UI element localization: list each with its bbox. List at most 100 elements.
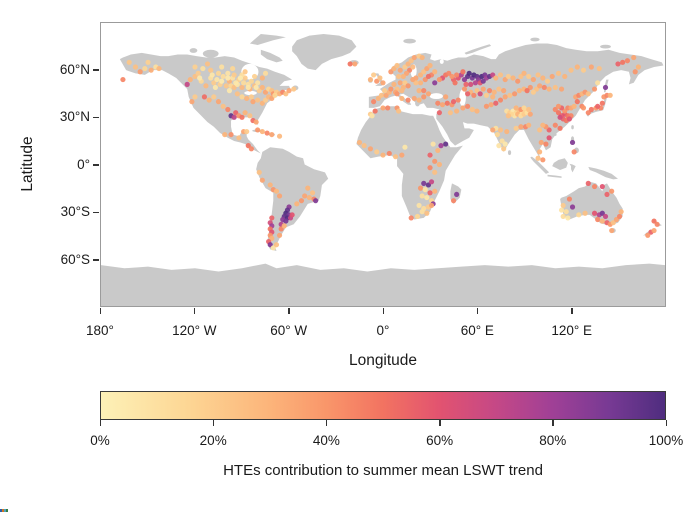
- data-point: [446, 70, 452, 76]
- data-point: [259, 177, 265, 183]
- data-point: [219, 64, 225, 70]
- landmass: [552, 158, 568, 170]
- colorbar-tick-label: 100%: [648, 433, 684, 448]
- data-point: [203, 83, 209, 89]
- x-tick-label: 60° W: [270, 323, 308, 338]
- island: [403, 38, 416, 44]
- data-point: [427, 152, 433, 158]
- landmass: [530, 156, 550, 174]
- inland-sea: [244, 90, 257, 96]
- data-point: [566, 196, 573, 202]
- data-point: [372, 108, 378, 114]
- data-point: [352, 61, 358, 67]
- data-point: [546, 86, 552, 92]
- data-point: [214, 77, 220, 83]
- data-point: [493, 75, 499, 81]
- data-point: [419, 193, 425, 199]
- data-point: [651, 218, 657, 224]
- y-tick-label: 30°S: [60, 204, 90, 219]
- colorbar-tick-mark: [325, 420, 328, 426]
- data-point: [432, 188, 438, 194]
- x-tick-mark: [476, 308, 479, 314]
- data-point: [367, 77, 374, 83]
- x-tick-label: 60° E: [460, 323, 494, 338]
- data-point: [294, 201, 300, 207]
- data-point: [267, 182, 273, 188]
- data-point: [411, 54, 417, 61]
- data-point: [244, 95, 250, 102]
- data-point: [527, 84, 533, 91]
- data-point: [421, 88, 427, 94]
- data-point: [206, 97, 212, 103]
- inland-sea: [459, 89, 466, 107]
- data-point: [397, 67, 403, 73]
- data-point: [192, 73, 198, 80]
- data-point: [454, 108, 460, 114]
- data-point: [432, 169, 438, 175]
- data-point: [455, 97, 461, 103]
- data-point: [588, 64, 594, 70]
- data-point: [537, 83, 543, 89]
- data-point: [233, 80, 239, 86]
- colorbar-tick-label: 40%: [312, 433, 340, 448]
- data-point: [595, 80, 601, 86]
- world-map: [101, 34, 665, 306]
- data-point: [405, 97, 411, 103]
- x-tick-label: 120° E: [551, 323, 592, 338]
- data-point: [242, 110, 248, 116]
- colorbar-tick-label: 60%: [426, 433, 454, 448]
- data-point: [496, 86, 502, 92]
- data-point: [405, 61, 411, 67]
- data-point: [361, 143, 367, 149]
- data-point: [496, 143, 502, 149]
- data-point: [518, 124, 524, 130]
- data-point: [465, 103, 471, 109]
- inland-sea: [439, 59, 444, 64]
- data-point: [461, 77, 468, 83]
- data-point: [596, 65, 602, 72]
- data-point: [411, 95, 417, 102]
- data-point: [417, 80, 424, 86]
- y-tick-label: 30°N: [59, 109, 90, 124]
- data-point: [237, 75, 243, 81]
- data-point: [533, 86, 540, 92]
- data-point: [148, 67, 154, 73]
- data-point: [256, 88, 262, 94]
- data-point: [215, 99, 222, 105]
- data-point: [242, 69, 248, 75]
- landmass: [569, 163, 576, 173]
- data-point: [394, 62, 400, 69]
- data-point: [552, 84, 558, 91]
- data-point: [425, 182, 432, 188]
- data-point: [449, 73, 455, 80]
- data-point: [565, 215, 571, 221]
- data-point: [273, 188, 280, 194]
- data-point: [225, 106, 231, 113]
- data-point: [385, 105, 391, 111]
- data-point: [269, 132, 275, 138]
- landmass: [260, 49, 283, 63]
- data-point: [454, 72, 460, 78]
- y-tick-label: 0°: [77, 156, 90, 172]
- data-point: [394, 91, 400, 97]
- data-point: [211, 80, 217, 86]
- data-point: [436, 77, 442, 83]
- x-tick-label: 180°: [86, 323, 114, 338]
- data-point: [474, 88, 480, 94]
- data-point: [262, 97, 269, 103]
- data-point: [374, 78, 380, 84]
- data-point: [126, 59, 132, 65]
- colorbar-tick-mark: [552, 420, 554, 426]
- data-point: [513, 125, 519, 131]
- data-point: [436, 161, 442, 168]
- data-point: [388, 69, 394, 75]
- data-point: [403, 70, 410, 76]
- colorbar-tick-label: 20%: [199, 433, 227, 448]
- data-point: [507, 92, 513, 98]
- data-point: [436, 110, 442, 116]
- island: [600, 44, 611, 49]
- data-point: [599, 210, 605, 216]
- data-point: [602, 213, 609, 220]
- data-point: [580, 105, 587, 111]
